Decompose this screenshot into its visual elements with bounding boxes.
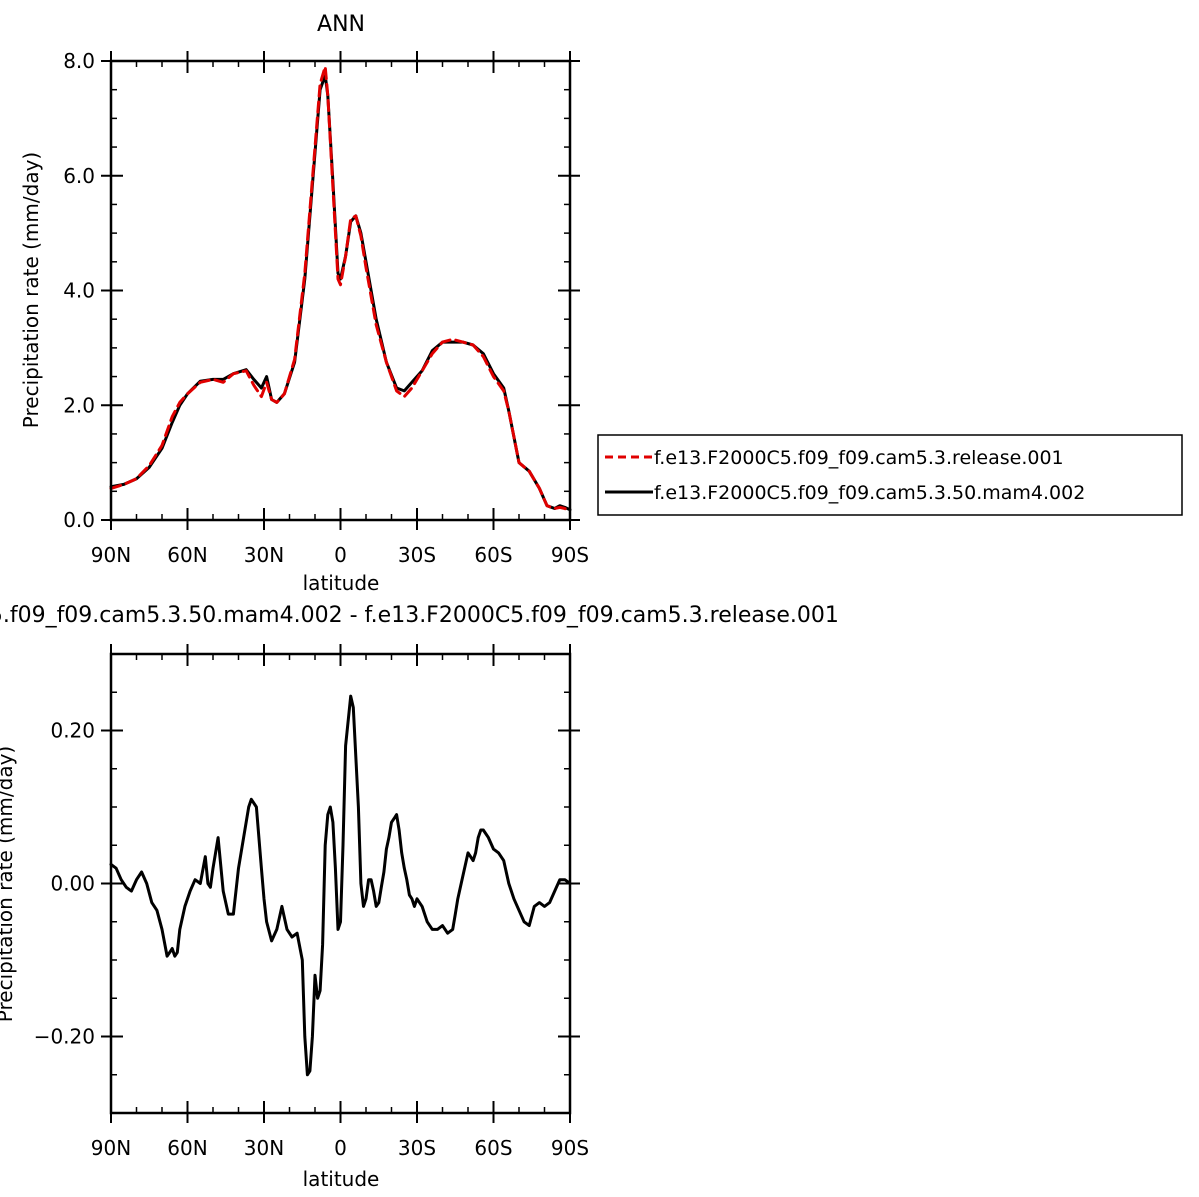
top-chart-x-tick-label: 90N (91, 543, 131, 567)
bottom-chart-ylabel: Precipitation rate (mm/day) (0, 746, 17, 1022)
top-chart-x-tick-label: 30N (244, 543, 284, 567)
top-chart-x-tick-label: 60S (474, 543, 512, 567)
top-chart-series-line-1 (109, 73, 572, 512)
bottom-chart-frame (109, 652, 572, 1115)
bottom-chart-x-tick-label: 90N (91, 1136, 131, 1160)
top-chart: ANN Precipitation rate (mm/day) latitude… (19, 12, 589, 595)
top-chart-x-tick-label: 60N (167, 543, 207, 567)
legend-label-release: f.e13.F2000C5.f09_f09.cam5.3.release.001 (654, 447, 1064, 469)
top-chart-series-line-0 (109, 65, 572, 513)
top-chart-x-tick-label: 30S (398, 543, 436, 567)
bottom-chart-series-line-0 (109, 694, 572, 1077)
bottom-chart-y-tick-label: 0.00 (50, 872, 95, 896)
legend-box (597, 434, 1183, 516)
top-chart-title: ANN (317, 12, 365, 37)
top-chart-y-tick-label: 6.0 (63, 164, 95, 188)
top-chart-y-tick-label: 2.0 (63, 393, 95, 417)
top-chart-ylabel: Precipitation rate (mm/day) (19, 152, 43, 428)
top-chart-x-tick-label: 90S (551, 543, 589, 567)
bottom-chart-x-tick-label: 90S (551, 1136, 589, 1160)
top-chart-y-tick-label: 4.0 (63, 279, 95, 303)
legend-label-mam4: f.e13.F2000C5.f09_f09.cam5.3.50.mam4.002 (654, 482, 1085, 504)
top-chart-x-tick-label: 0 (334, 543, 347, 567)
bottom-chart-y-tick-label: −0.20 (34, 1025, 95, 1049)
bottom-chart-x-tick-label: 0 (334, 1136, 347, 1160)
bottom-chart-x-tick-label: 60N (167, 1136, 207, 1160)
bottom-chart-x-tick-label: 30S (398, 1136, 436, 1160)
bottom-chart-xlabel: latitude (303, 1167, 380, 1191)
top-chart-xlabel: latitude (303, 571, 380, 595)
top-chart-y-tick-label: 0.0 (63, 508, 95, 532)
top-chart-y-tick-label: 8.0 (63, 49, 95, 73)
legend: f.e13.F2000C5.f09_f09.cam5.3.release.001… (597, 434, 1183, 516)
bottom-chart-x-tick-label: 60S (474, 1136, 512, 1160)
top-chart-frame (109, 59, 572, 522)
bottom-chart-y-tick-label: 0.20 (50, 719, 95, 743)
bottom-chart: f.e13.F2000C5.f09_f09.cam5.3.50.mam4.002… (0, 603, 839, 1191)
bottom-chart-title: f.e13.F2000C5.f09_f09.cam5.3.50.mam4.002… (0, 603, 839, 628)
bottom-chart-x-tick-label: 30N (244, 1136, 284, 1160)
